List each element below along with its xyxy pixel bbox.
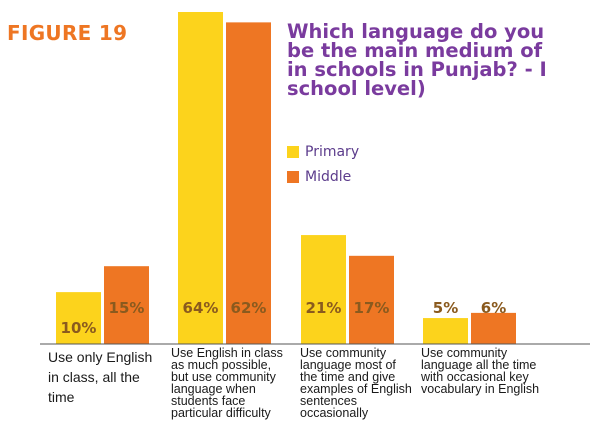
value-label-primary: 64% bbox=[183, 299, 219, 317]
value-labels-group: 10% 64% 21% 5% 15% 62% 17% 6% bbox=[61, 299, 507, 337]
bar-middle bbox=[226, 22, 271, 344]
legend-label-primary: Primary bbox=[305, 143, 360, 160]
chart-title-line: school level) bbox=[287, 77, 426, 98]
legend-swatch-primary bbox=[287, 145, 299, 158]
bar-middle bbox=[104, 266, 149, 344]
legend-item-middle: Middle bbox=[287, 164, 359, 189]
bar-primary bbox=[56, 292, 101, 344]
legend-label-middle: Middle bbox=[305, 168, 352, 185]
bar-primary bbox=[423, 318, 468, 344]
legend-item-primary: Primary bbox=[287, 139, 359, 164]
chart-title-line: in schools in Punjab? - I bbox=[287, 58, 547, 81]
value-label-middle: 62% bbox=[231, 299, 267, 317]
bar-middle bbox=[349, 255, 394, 344]
value-label-primary: 5% bbox=[433, 299, 458, 317]
bars-group bbox=[56, 12, 516, 344]
value-label-primary: 10% bbox=[61, 319, 97, 337]
legend: Primary Middle bbox=[287, 139, 359, 189]
chart-title-line: Which language do you bbox=[287, 22, 545, 43]
value-label-middle: 15% bbox=[109, 299, 145, 317]
value-label-primary: 21% bbox=[306, 299, 342, 317]
x-tick-label: Use community language all the time with… bbox=[421, 346, 540, 396]
bar-primary bbox=[301, 235, 346, 344]
bar-middle bbox=[471, 312, 516, 344]
figure-label: FIGURE 19 bbox=[7, 21, 128, 45]
x-tick-label: Use English in class as much possible, b… bbox=[171, 346, 283, 420]
legend-swatch-middle bbox=[287, 170, 299, 183]
value-label-middle: 6% bbox=[481, 299, 506, 317]
chart-title: Which language do you be the main medium… bbox=[287, 22, 590, 98]
x-tick-label: Use community language most of the time … bbox=[300, 346, 412, 420]
chart-title-line: be the main medium of bbox=[287, 39, 543, 62]
bar-primary bbox=[178, 12, 223, 344]
value-label-middle: 17% bbox=[354, 299, 390, 317]
x-tick-label: Use only English in class, all the time bbox=[48, 349, 153, 405]
